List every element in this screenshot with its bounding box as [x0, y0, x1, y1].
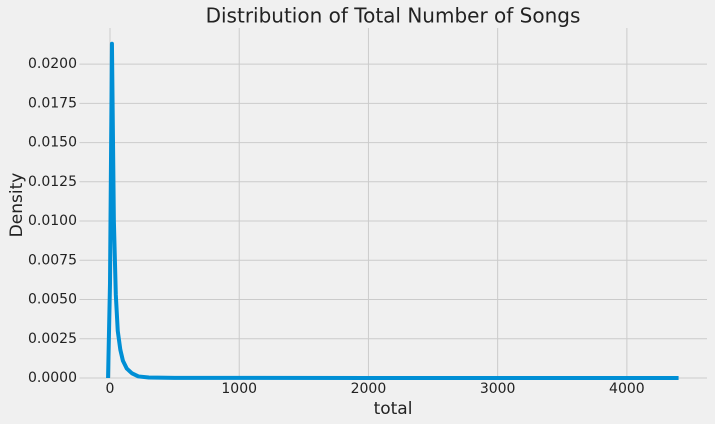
x-tick-label: 1000 [221, 381, 257, 397]
y-tick-label: 0.0025 [28, 331, 77, 347]
y-tick-label: 0.0100 [28, 213, 77, 229]
y-tick-label: 0.0125 [28, 174, 77, 190]
y-tick-label: 0.0050 [28, 292, 77, 308]
line [106, 41, 679, 380]
x-tick-label: 2000 [351, 381, 387, 397]
y-tick-label: 0.0075 [28, 252, 77, 268]
chart-title: Distribution of Total Number of Songs [206, 4, 581, 28]
y-tick-label: 0.0000 [28, 370, 77, 386]
y-tick-label: 0.0200 [28, 56, 77, 72]
x-tick-label: 4000 [609, 381, 645, 397]
y-axis-label: Density [7, 173, 27, 238]
x-axis-label: total [374, 399, 413, 419]
y-tick-label: 0.0175 [28, 95, 77, 111]
x-tick-label: 0 [106, 381, 115, 397]
x-tick-label: 3000 [480, 381, 516, 397]
y-tick-label: 0.0150 [28, 135, 77, 151]
